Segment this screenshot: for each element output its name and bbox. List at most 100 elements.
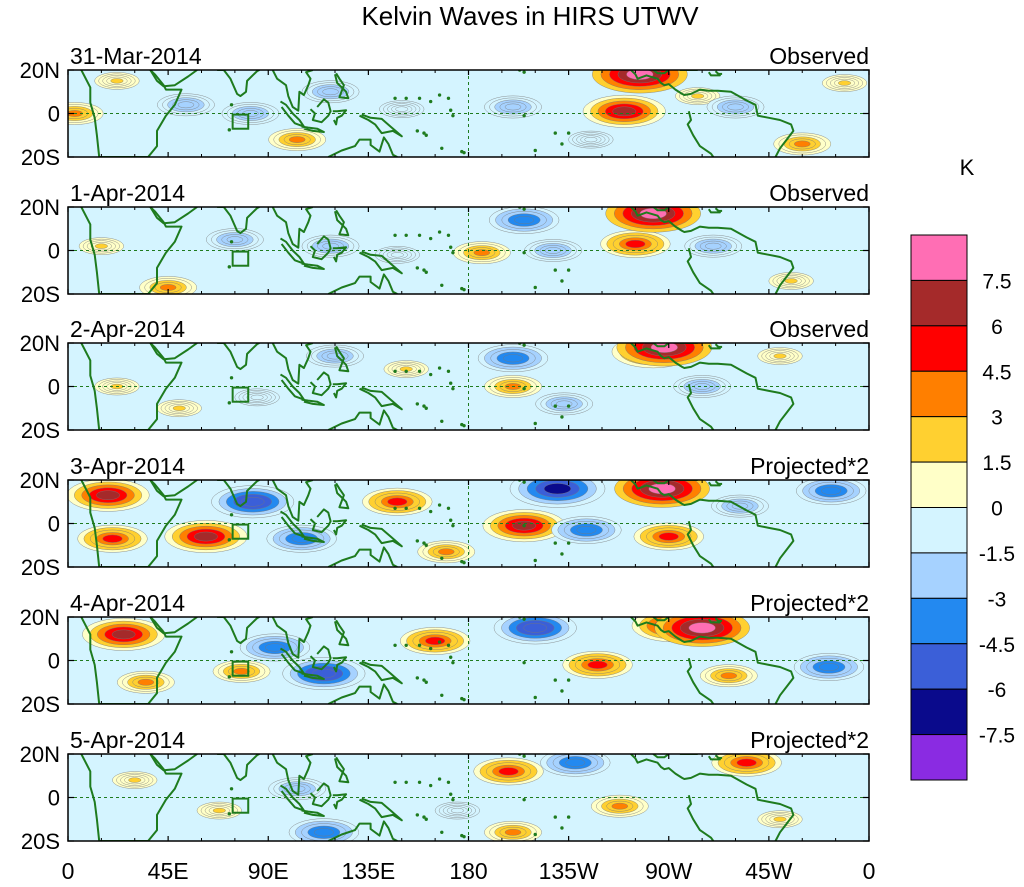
island xyxy=(428,509,433,514)
anomaly-contour xyxy=(498,767,519,776)
coastline xyxy=(80,343,183,430)
anomaly-contour xyxy=(784,278,798,284)
island xyxy=(393,506,397,510)
colorbar-swatch xyxy=(910,461,968,509)
anomaly-12 xyxy=(793,653,865,681)
island xyxy=(428,99,433,104)
anomaly-10 xyxy=(551,516,622,544)
colorbar-label: 3 xyxy=(991,407,1003,430)
coastline xyxy=(359,660,403,685)
anomaly-contour xyxy=(387,497,408,506)
anomaly-8 xyxy=(535,392,593,416)
anomaly-contour xyxy=(838,80,851,86)
reference-box xyxy=(231,797,250,814)
anomaly-8 xyxy=(524,239,582,262)
island xyxy=(451,250,455,255)
anomaly-contour xyxy=(688,622,716,634)
coastline xyxy=(359,797,403,822)
anomaly-contour xyxy=(390,252,404,258)
anomaly-contour xyxy=(395,106,409,112)
y-tick-label: 20S xyxy=(21,418,60,443)
anomaly-8 xyxy=(591,794,649,818)
island xyxy=(393,233,397,237)
island xyxy=(560,279,564,283)
anomaly-1 xyxy=(78,237,124,255)
anomaly-3 xyxy=(234,388,280,407)
coastline xyxy=(334,209,350,237)
anomaly-contour xyxy=(102,534,123,543)
coastline xyxy=(686,658,715,704)
anomaly-contour xyxy=(128,777,142,783)
anomaly-contour xyxy=(565,758,586,767)
colorbar-label: 7.5 xyxy=(982,270,1011,293)
coastline xyxy=(271,207,314,249)
island xyxy=(522,70,526,74)
coastline xyxy=(271,754,314,796)
island xyxy=(422,678,426,682)
y-tick-label: 20S xyxy=(21,555,60,580)
island xyxy=(440,693,444,697)
anomaly-contour xyxy=(212,807,226,814)
y-tick-label: 0 xyxy=(48,239,60,264)
coastline xyxy=(334,345,350,373)
anomaly-15 xyxy=(822,74,868,92)
colorbar-label: 6 xyxy=(991,316,1003,339)
coastline xyxy=(332,109,348,126)
island xyxy=(393,369,397,373)
island xyxy=(446,96,451,100)
island xyxy=(436,430,439,433)
coastline xyxy=(359,386,403,411)
coastline xyxy=(309,235,332,261)
island xyxy=(451,523,455,528)
island xyxy=(533,285,537,290)
island xyxy=(553,268,557,272)
island xyxy=(553,541,557,545)
anomaly-contour xyxy=(576,526,597,535)
coastline xyxy=(334,482,350,510)
panel-date: 31-Mar-2014 xyxy=(70,43,202,69)
island xyxy=(462,150,466,155)
anomaly-contour xyxy=(503,354,523,363)
coastline xyxy=(271,480,314,522)
anomaly-contour xyxy=(773,353,787,359)
island xyxy=(428,372,433,377)
panels-group: 20N 0 20S 31-Mar-2014 Observed 20N 0 20S 1-Apr-2… xyxy=(20,43,870,854)
anomaly-contour xyxy=(438,548,455,556)
island xyxy=(229,103,234,107)
coastline xyxy=(332,656,348,673)
anomaly-contour xyxy=(544,247,562,254)
colorbar-swatch xyxy=(910,597,968,645)
anomaly-2 xyxy=(117,670,175,694)
island xyxy=(553,815,557,819)
y-tick-label: 20N xyxy=(20,195,60,220)
y-tick-label: 20N xyxy=(20,58,60,83)
colorbar-units: K xyxy=(960,155,975,180)
colorbar-swatch xyxy=(910,688,968,736)
y-tick-label: 20S xyxy=(21,145,60,170)
y-tick-label: 20N xyxy=(20,742,60,767)
colorbar-swatch xyxy=(910,643,968,690)
anomaly-contour xyxy=(313,828,334,837)
island xyxy=(229,240,234,244)
anomaly-3 xyxy=(268,777,326,801)
island xyxy=(446,643,451,647)
anomaly-9 xyxy=(568,130,614,149)
island xyxy=(449,518,453,522)
coastline xyxy=(309,508,332,534)
anomaly-9 xyxy=(600,230,671,258)
anomaly-6 xyxy=(473,757,544,786)
colorbar-label: -7.5 xyxy=(979,725,1015,748)
island xyxy=(522,113,526,118)
anomaly-7 xyxy=(379,100,425,118)
island xyxy=(227,675,232,679)
colorbar-label: 1.5 xyxy=(982,452,1011,475)
anomaly-5 xyxy=(266,524,337,553)
island xyxy=(462,697,466,702)
island xyxy=(522,207,526,211)
island xyxy=(404,369,408,373)
panel-date: 5-Apr-2014 xyxy=(70,727,185,753)
coastline xyxy=(217,207,260,235)
island xyxy=(428,236,433,241)
anomaly-contour xyxy=(233,668,250,675)
anomaly-contour xyxy=(821,486,842,495)
